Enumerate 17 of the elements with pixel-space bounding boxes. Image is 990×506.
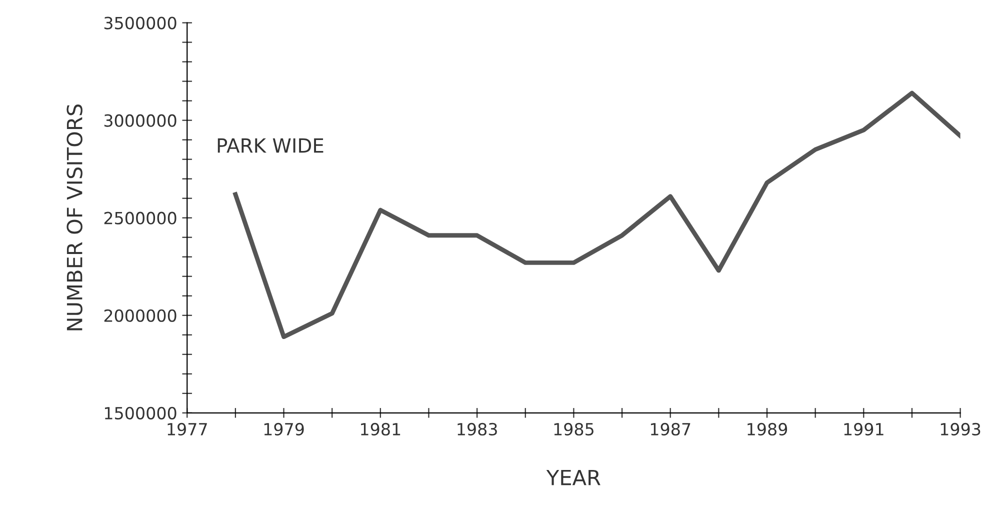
x-tick-label: 1987 (650, 422, 690, 436)
x-tick-label: 1991 (844, 422, 884, 436)
x-tick-label: 1985 (554, 422, 594, 436)
x-tick-label: 1981 (361, 422, 400, 436)
x-tick-label: 1979 (264, 422, 304, 436)
y-tick-label: 2500000 (104, 212, 176, 224)
y-tick-label: 1500000 (104, 406, 176, 420)
y-tick-label: 3000000 (104, 114, 176, 127)
y-tick-label: 2000000 (104, 309, 176, 322)
x-tick-label: 1989 (748, 422, 788, 436)
text: PARK WIDE (218, 138, 324, 153)
x-axis-title: YEAR (546, 470, 600, 486)
x-tick-label: 1993 (940, 422, 980, 436)
y-tick-label: 3500000 (104, 16, 176, 30)
x-tick-label: 1983 (458, 422, 497, 436)
x-tick-label: 1977 (168, 422, 207, 436)
y-axis-title: NUMBER OF VISITORS (66, 104, 82, 330)
